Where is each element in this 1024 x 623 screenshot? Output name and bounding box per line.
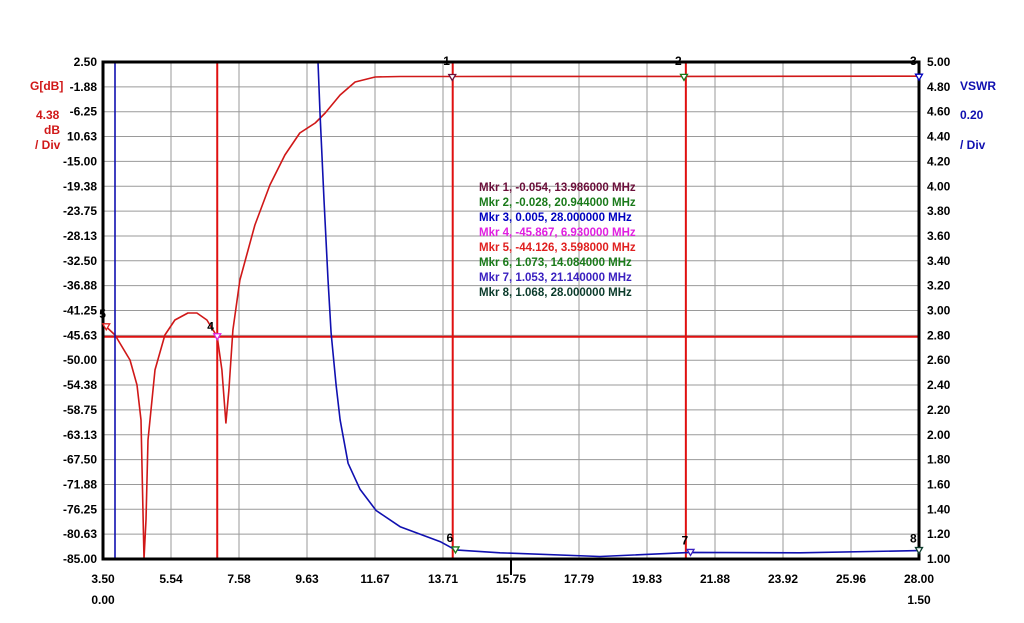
marker-1-label: 1 — [443, 54, 450, 68]
marker-2-label: 2 — [675, 54, 682, 68]
marker-5-label: 5 — [99, 307, 106, 321]
left-axis-label: G[dB] — [30, 79, 63, 93]
left-tick-label: -28.13 — [63, 229, 97, 243]
right-tick-label: 5.00 — [927, 55, 951, 69]
x-tick-label: 5.54 — [159, 572, 183, 586]
legend-entry-marker-2: Mkr 2, -0.028, 20.944000 MHz — [479, 197, 636, 209]
right-tick-label: 3.80 — [927, 204, 951, 218]
left-tick-label: -32.50 — [63, 254, 97, 268]
left-tick-label: -54.38 — [63, 378, 97, 392]
right-tick-label: 3.00 — [927, 304, 951, 318]
left-tick-label: -45.63 — [63, 328, 97, 342]
left-tick-label: 2.50 — [74, 55, 98, 69]
x-tick-label: 15.75 — [496, 572, 526, 586]
legend-entry-marker-3: Mkr 3, 0.005, 28.000000 MHz — [479, 212, 632, 224]
right-tick-label: 4.20 — [927, 154, 951, 168]
grid — [102, 61, 920, 560]
markers-group: 1 2 3 4 5 6 7 8 — [99, 54, 924, 557]
x-tick-label: 7.58 — [227, 572, 251, 586]
right-tick-label: 1.80 — [927, 453, 951, 467]
marker-reference-lines — [103, 62, 919, 559]
left-tick-label: -80.63 — [63, 527, 97, 541]
x-tick-label: 23.92 — [768, 572, 798, 586]
left-tick-label: -67.50 — [63, 453, 97, 467]
right-axis-label: VSWR — [960, 79, 996, 93]
x-tick-label: 9.63 — [295, 572, 319, 586]
left-tick-label: -23.75 — [63, 204, 97, 218]
right-tick-label: 2.60 — [927, 353, 951, 367]
x-secondary-end: 1.50 — [907, 593, 931, 607]
left-tick-label: -76.25 — [63, 502, 97, 516]
right-axis-scale-suffix: / Div — [960, 138, 986, 152]
x-tick-label: 17.79 — [564, 572, 594, 586]
right-tick-label: 1.40 — [927, 502, 951, 516]
series-group — [102, 61, 920, 560]
marker-6-triangle — [450, 546, 461, 555]
x-tick-label: 11.67 — [360, 572, 390, 586]
x-tick-label: 21.88 — [700, 572, 730, 586]
marker-2-triangle — [679, 73, 689, 82]
right-tick-label: 1.20 — [927, 527, 951, 541]
left-tick-label: -58.75 — [63, 403, 97, 417]
right-tick-label: 3.40 — [927, 254, 951, 268]
right-tick-label: 4.00 — [927, 179, 951, 193]
left-axis-scale-value: 4.38 — [36, 108, 60, 122]
x-secondary-start: 0.00 — [91, 593, 115, 607]
right-tick-label: 1.60 — [927, 477, 951, 491]
left-tick-label: -50.00 — [63, 353, 97, 367]
right-tick-label: 1.00 — [927, 552, 951, 566]
right-tick-label: 4.40 — [927, 130, 951, 144]
marker-6-label: 6 — [447, 531, 454, 545]
vswr-curve — [317, 61, 920, 558]
x-tick-label: 25.96 — [836, 572, 866, 586]
left-tick-label: -63.13 — [63, 428, 97, 442]
right-tick-label: 4.80 — [927, 80, 951, 94]
left-axis-scale-unit: dB — [44, 123, 60, 137]
left-tick-label: -6.25 — [70, 105, 98, 119]
x-tick-label: 28.00 — [904, 572, 934, 586]
marker-5-triangle — [101, 323, 111, 332]
marker-legend: Mkr 1, -0.054, 13.986000 MHz Mkr 2, -0.02… — [479, 182, 636, 299]
left-axis-scale-suffix: / Div — [35, 138, 61, 152]
marker-4-label: 4 — [207, 320, 214, 334]
left-tick-label: -41.25 — [63, 304, 97, 318]
right-tick-label: 3.20 — [927, 279, 951, 293]
right-tick-label: 2.80 — [927, 328, 951, 342]
marker-8-triangle — [914, 546, 924, 555]
left-tick-label: -36.88 — [63, 279, 97, 293]
marker-3-label: 3 — [910, 54, 917, 68]
right-tick-label: 3.60 — [927, 229, 951, 243]
legend-entry-marker-4: Mkr 4, -45.867, 6.930000 MHz — [479, 227, 636, 239]
marker-4-triangle — [212, 333, 222, 342]
legend-entry-marker-6: Mkr 6, 1.073, 14.084000 MHz — [479, 257, 632, 269]
marker-7-triangle — [685, 548, 696, 557]
marker-1-triangle — [447, 73, 457, 82]
marker-7-label: 7 — [682, 533, 689, 547]
left-tick-label: -71.88 — [63, 477, 97, 491]
left-tick-label: -1.88 — [70, 80, 98, 94]
axis-ticks: 3.50 5.54 7.58 9.63 11.67 13.71 15.75 17.79 19.8… — [63, 55, 951, 586]
right-tick-label: 2.00 — [927, 428, 951, 442]
right-axis-scale-value: 0.20 — [960, 108, 984, 122]
x-tick-label: 3.50 — [91, 572, 115, 586]
x-tick-label: 13.71 — [428, 572, 458, 586]
left-tick-label: 10.63 — [67, 130, 97, 144]
legend-entry-marker-8: Mkr 8, 1.068, 28.000000 MHz — [479, 287, 632, 299]
right-tick-label: 4.60 — [927, 105, 951, 119]
right-tick-label: 2.20 — [927, 403, 951, 417]
left-tick-label: -19.38 — [63, 179, 97, 193]
x-tick-label: 19.83 — [632, 572, 662, 586]
marker-3-triangle — [914, 73, 924, 82]
left-tick-label: -85.00 — [63, 552, 97, 566]
gain-curve — [102, 75, 920, 560]
left-tick-label: -15.00 — [63, 154, 97, 168]
right-tick-label: 2.40 — [927, 378, 951, 392]
legend-entry-marker-1: Mkr 1, -0.054, 13.986000 MHz — [479, 182, 636, 194]
marker-8-label: 8 — [910, 532, 917, 546]
legend-entry-marker-5: Mkr 5, -44.126, 3.598000 MHz — [479, 242, 636, 254]
legend-entry-marker-7: Mkr 7, 1.053, 21.140000 MHz — [479, 272, 632, 284]
